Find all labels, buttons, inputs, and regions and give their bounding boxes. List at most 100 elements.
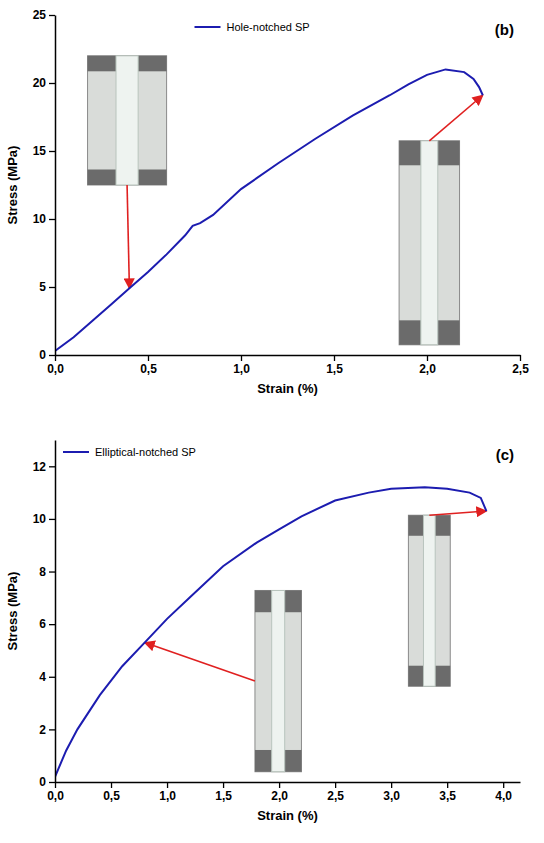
- arrow: [429, 95, 482, 141]
- y-tick-label: 8: [39, 565, 46, 579]
- x-axis: 0,0 0,5 1,0 1,5 2,0 2,5 3,0 3,5 4,0: [47, 782, 520, 803]
- y-axis-line: [55, 441, 57, 783]
- photo-inset: [255, 590, 302, 771]
- y-tick-mark: [49, 466, 55, 467]
- x-tick: 0,0: [47, 782, 64, 803]
- x-tick-label: 0,0: [47, 362, 64, 376]
- photo-frame: [399, 141, 459, 345]
- y-tick-mark: [49, 15, 55, 16]
- photo-inset: [399, 141, 459, 345]
- x-tick-mark: [148, 355, 149, 361]
- photo-frame: [88, 56, 167, 185]
- x-tick-mark: [167, 782, 168, 788]
- y-axis: 0510152025: [33, 8, 56, 362]
- x-tick: 1,5: [215, 782, 232, 803]
- y-tick-mark: [49, 519, 55, 520]
- x-tick: 2,0: [419, 355, 436, 376]
- arrow: [127, 185, 129, 288]
- y-tick: 12: [33, 460, 55, 474]
- y-tick-mark: [49, 677, 55, 678]
- x-tick-mark: [520, 355, 521, 361]
- y-tick: 4: [39, 670, 55, 684]
- x-tick-label: 1,5: [326, 362, 343, 376]
- x-tick-mark: [55, 355, 56, 361]
- x-tick-mark: [241, 355, 242, 361]
- x-tick: 0,0: [47, 355, 64, 376]
- panel: 0,00,51,01,52,02,53,03,54,0024681012Stra…: [5, 441, 521, 824]
- y-tick: 0: [39, 775, 55, 789]
- plot-area: [55, 69, 483, 351]
- y-tick-label: 20: [33, 76, 47, 90]
- x-axis-line: [56, 355, 521, 357]
- x-tick-mark: [427, 355, 428, 361]
- y-tick-mark: [49, 729, 55, 730]
- photo-specimen: [421, 141, 438, 345]
- y-tick-mark: [49, 287, 55, 288]
- x-tick: 2,5: [512, 355, 529, 376]
- panel-label: (c): [496, 446, 514, 463]
- x-tick: 3,5: [439, 782, 456, 803]
- legend-label: Hole-notched SP: [227, 21, 310, 33]
- x-tick: 3,0: [383, 782, 400, 803]
- y-axis-title: Stress (MPa): [5, 146, 20, 225]
- x-tick-label: 3,0: [383, 789, 400, 803]
- y-tick-mark: [49, 355, 55, 356]
- legend: Elliptical-notched SP: [63, 446, 196, 458]
- y-axis-title: Stress (MPa): [5, 572, 20, 651]
- y-tick-label: 4: [39, 670, 46, 684]
- y-tick-mark: [49, 151, 55, 152]
- x-tick-mark: [447, 782, 448, 788]
- x-tick: 0,5: [103, 782, 120, 803]
- x-tick: 2,5: [327, 782, 344, 803]
- legend-swatch: [63, 451, 89, 453]
- plot-area: [55, 487, 486, 776]
- x-tick-mark: [391, 782, 392, 788]
- y-tick-label: 0: [39, 775, 46, 789]
- x-tick-mark: [55, 782, 56, 788]
- x-tick-label: 2,5: [327, 789, 344, 803]
- photos: [145, 511, 487, 772]
- y-tick-label: 12: [33, 460, 47, 474]
- photo-inset: [408, 515, 450, 686]
- y-tick-label: 0: [39, 348, 46, 362]
- y-tick-mark: [49, 219, 55, 220]
- legend: Hole-notched SP: [195, 21, 310, 33]
- y-tick: 2: [39, 723, 55, 737]
- photos: [88, 56, 483, 345]
- x-tick: 1,0: [233, 355, 250, 376]
- y-tick: 0: [39, 348, 55, 362]
- photo-specimen: [116, 56, 138, 185]
- x-tick-label: 3,5: [439, 789, 456, 803]
- y-tick-label: 25: [33, 8, 47, 22]
- series-line: [55, 69, 483, 351]
- y-tick-mark: [49, 571, 55, 572]
- y-axis-line: [55, 16, 57, 356]
- y-tick-mark: [49, 782, 55, 783]
- series-line: [55, 487, 486, 776]
- y-tick: 10: [33, 212, 55, 226]
- y-tick-label: 10: [33, 512, 47, 526]
- photo-specimen: [272, 590, 285, 771]
- x-tick-label: 0,5: [103, 789, 120, 803]
- y-tick-label: 2: [39, 723, 46, 737]
- y-tick: 20: [33, 76, 55, 90]
- x-tick: 2,0: [271, 782, 288, 803]
- x-tick-label: 2,0: [419, 362, 436, 376]
- x-tick-mark: [334, 355, 335, 361]
- x-tick-label: 4,0: [495, 789, 512, 803]
- y-tick: 25: [33, 8, 55, 22]
- x-tick: 1,0: [159, 782, 176, 803]
- x-tick-label: 0,5: [140, 362, 157, 376]
- y-tick-mark: [49, 624, 55, 625]
- y-tick-label: 6: [39, 617, 46, 631]
- x-tick-mark: [111, 782, 112, 788]
- y-tick-label: 5: [39, 280, 46, 294]
- x-tick-label: 0,0: [47, 789, 64, 803]
- x-axis-line: [56, 782, 521, 784]
- legend-label: Elliptical-notched SP: [95, 446, 196, 458]
- photo-specimen: [423, 515, 435, 686]
- x-tick: 0,5: [140, 355, 157, 376]
- x-tick: 1,5: [326, 355, 343, 376]
- arrow: [145, 643, 255, 682]
- x-tick-label: 2,0: [271, 789, 288, 803]
